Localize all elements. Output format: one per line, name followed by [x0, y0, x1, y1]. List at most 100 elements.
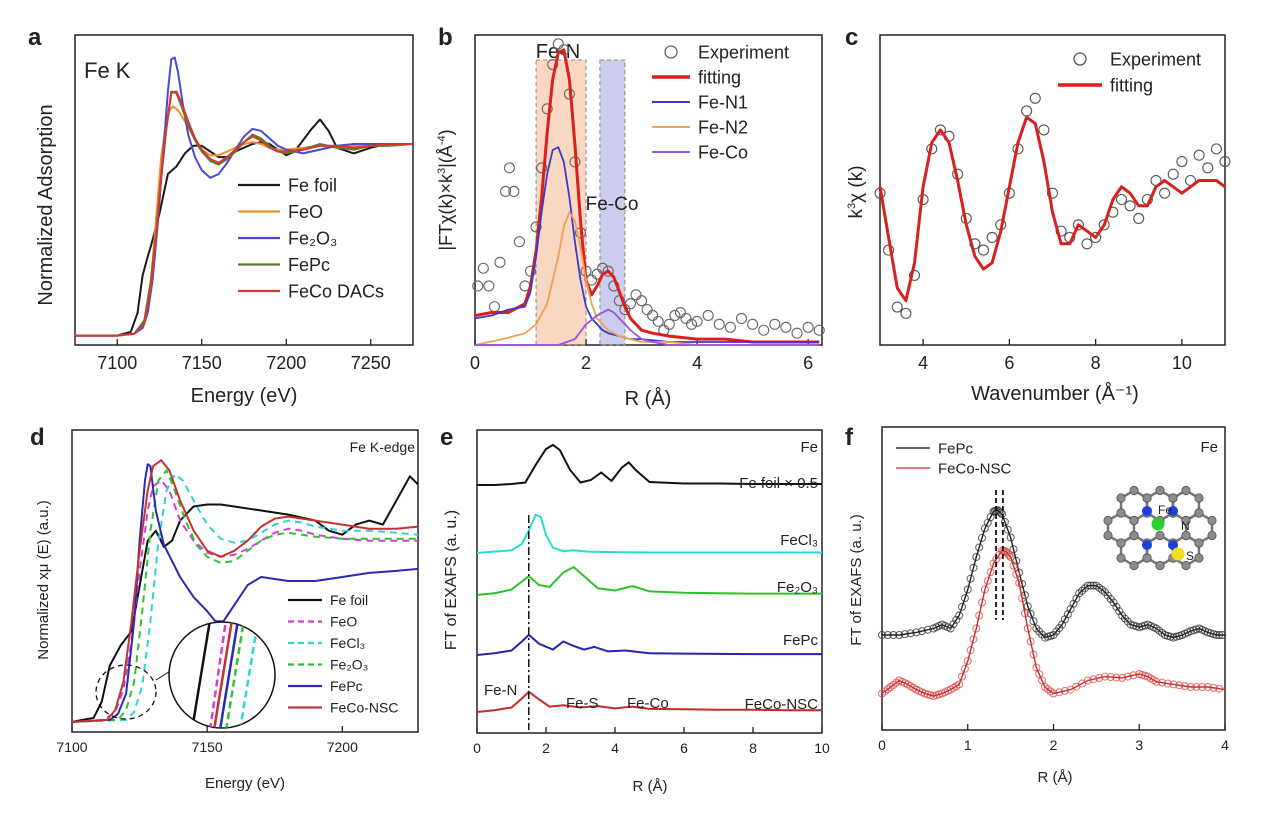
panel-e-tag: Fe — [800, 439, 818, 456]
carbon-atom — [1103, 515, 1113, 526]
data-point-experiment — [713, 318, 725, 330]
data-point-experiment — [747, 318, 759, 330]
series-line-fecl — [476, 513, 822, 554]
nitrogen-atom — [1168, 540, 1178, 550]
plot-area-d — [71, 429, 419, 733]
series-line-fe-o — [476, 565, 822, 596]
data-point-experiment — [780, 321, 792, 333]
nitrogen-atom — [1168, 506, 1178, 516]
series-line-fe-n1 — [474, 146, 820, 343]
data-point-experiment — [1167, 168, 1179, 180]
series-line-feo — [71, 479, 418, 723]
series-line-fecl — [71, 473, 419, 723]
x-tick-label: 2 — [542, 740, 550, 756]
carbon-atom — [1129, 530, 1139, 541]
nitrogen-atom — [1142, 506, 1152, 516]
plot-area-e — [476, 429, 823, 734]
data-point-experiment — [1081, 238, 1093, 250]
data-point-experiment — [513, 236, 525, 248]
data-point-experiment — [624, 298, 637, 310]
data-point-experiment — [641, 304, 653, 316]
data-point-experiment — [494, 256, 506, 268]
data-point-experiment — [969, 238, 981, 250]
data-point-fepc — [958, 602, 967, 611]
legend-label-fepc: FePc — [288, 255, 330, 275]
data-point-feco-nsc — [1005, 551, 1014, 560]
x-axis-label-c: Wavenumber (Å⁻¹) — [971, 382, 1139, 405]
data-point-feco-nsc — [980, 585, 989, 594]
x-ticks-f: 0 1 2 3 4 — [878, 724, 1229, 753]
x-tick-label: 1 — [964, 737, 972, 753]
x-tick-label: 8 — [749, 740, 757, 756]
x-tick-label: 10 — [814, 740, 830, 756]
carbon-atom — [1181, 530, 1191, 541]
legend-label-fe-foil: Fe foil — [288, 175, 337, 195]
sulfur-atom — [1171, 547, 1185, 561]
annotation-fe-co: Fe-Co — [627, 695, 669, 712]
series-line-feco-dacs — [75, 90, 413, 337]
data-point-feco-nsc — [960, 664, 969, 673]
data-point-experiment — [1098, 219, 1110, 231]
data-point-experiment — [691, 315, 703, 327]
data-point-fepc — [1109, 598, 1118, 607]
x-ticks-e: 0 2 4 6 8 10 — [473, 727, 830, 756]
panel-f-letter: f — [845, 424, 854, 451]
carbon-atom — [1116, 553, 1126, 563]
atom-label-fe: Fe — [1158, 503, 1172, 517]
carbon-atom — [1168, 493, 1178, 503]
data-point-experiment — [477, 262, 489, 274]
legend-c: Experiment fitting — [1058, 49, 1201, 95]
data-point-feco-nsc — [1089, 675, 1098, 684]
carbon-atom — [1194, 553, 1204, 563]
panel-f-tag: Fe — [1200, 439, 1218, 456]
carbon-atom — [1103, 530, 1113, 541]
carbon-atom — [1116, 493, 1126, 503]
x-tick-label: 2 — [1050, 737, 1058, 753]
data-point-fepc — [1006, 533, 1015, 542]
legend-label-fe-n1: Fe-N1 — [698, 92, 748, 112]
carbon-atom — [1142, 553, 1152, 563]
nitrogen-atom — [1142, 540, 1152, 550]
data-point-experiment — [636, 295, 648, 307]
x-axis-label-b: R (Å) — [625, 387, 672, 410]
data-point-experiment — [769, 318, 781, 330]
y-axis-label-e: FT of EXAFS (a. u.) — [443, 510, 460, 650]
data-point-experiment — [934, 124, 946, 136]
data-point-feco-nsc — [1083, 676, 1092, 685]
carbon-atom — [1207, 530, 1217, 541]
series-group-a — [75, 56, 414, 337]
data-point-fepc — [1009, 545, 1018, 554]
carbon-atom — [1181, 560, 1191, 571]
legend-label-fe-foil: Fe foil — [330, 592, 368, 608]
data-point-feco-nsc — [989, 559, 998, 568]
series-line-fe-foil — [75, 118, 413, 337]
series-line-fitting — [878, 115, 1226, 303]
svg-text:|FTχ(k)×k3|(Å-4): |FTχ(k)×k3|(Å-4) — [436, 129, 456, 250]
legend-label-fe-o: Fe₂O₃ — [288, 228, 337, 248]
data-point-experiment — [674, 306, 686, 319]
data-point-experiment — [1210, 143, 1222, 155]
carbon-atom — [1155, 560, 1165, 571]
y-axis-label-d: Normalized xμ (E) (a.u.) — [35, 500, 52, 660]
data-point-fepc — [918, 627, 927, 636]
molecule-inset: Fe N S — [1103, 485, 1217, 571]
x-axis-label-a: Energy (eV) — [191, 385, 298, 407]
carbon-atom — [1116, 508, 1126, 518]
panel-d-tag: Fe K-edge — [350, 439, 416, 455]
data-point-experiment — [1090, 231, 1102, 243]
data-point-fepc — [1029, 617, 1038, 626]
annotation-fe-s: Fe-S — [566, 695, 599, 712]
data-point-experiment — [1029, 92, 1041, 104]
data-point-experiment — [630, 289, 642, 301]
legend-label-feco-nsc: FeCo-NSC — [330, 699, 398, 715]
series-line-fitting — [474, 48, 820, 344]
shaded-regions-b — [535, 59, 626, 346]
data-point-experiment — [1159, 187, 1171, 199]
carbon-atom — [1155, 485, 1165, 496]
plot-area-b — [474, 34, 823, 346]
legend-marker — [1073, 52, 1087, 66]
panel-a-tag: Fe K — [84, 58, 131, 83]
data-point-experiment — [1176, 155, 1188, 168]
series-line-fe-foil — [71, 475, 419, 723]
